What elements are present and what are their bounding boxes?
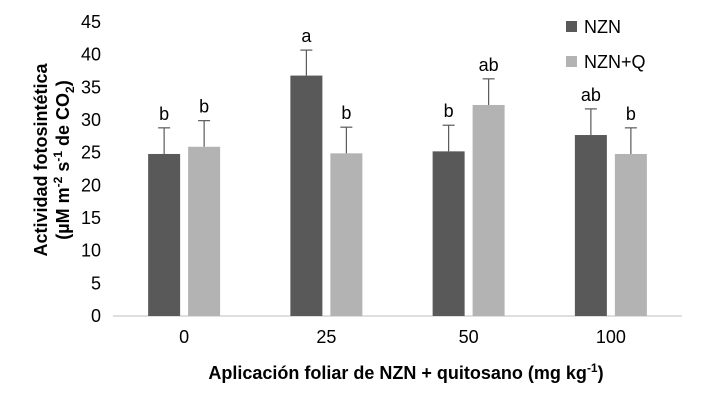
y-tick-label: 40 [81,45,101,65]
bar [290,75,323,316]
y-tick-label: 20 [81,175,101,195]
x-tick-label: 50 [459,327,479,347]
y-axis-title-line1: Actividad fotosintética [31,63,51,257]
significance-label: b [444,101,454,121]
y-axis-title: Actividad fotosintética (µM m-2 s-1 de C… [31,63,77,257]
y-axis-title-line2: (µM m-2 s-1 de CO2) [51,80,77,239]
significance-label: b [159,104,169,124]
x-axis-title: Aplicación foliar de NZN + quitosano (mg… [208,361,603,383]
y-tick-label: 0 [91,306,101,326]
legend-swatch-nzn-q [566,56,577,67]
y-tick-label: 5 [91,273,101,293]
significance-label: b [626,104,636,124]
legend: NZN NZN+Q [566,17,646,72]
y-axis-tick-labels: 0 5 10 15 20 25 30 35 40 45 [81,12,101,326]
y-tick-label: 10 [81,241,101,261]
bar [330,153,363,316]
y-tick-label: 35 [81,77,101,97]
y-tick-label: 15 [81,208,101,228]
legend-label-nzn: NZN [584,17,621,37]
bar [574,135,607,316]
bar [432,151,465,316]
x-tick-label: 0 [179,327,189,347]
x-axis-tick-labels: 0 25 50 100 [179,327,626,347]
y-tick-label: 45 [81,12,101,32]
legend-swatch-nzn [566,21,577,32]
x-tick-label: 100 [596,327,626,347]
legend-label-nzn-q: NZN+Q [584,52,646,72]
bars [148,75,647,317]
bar [188,146,221,316]
x-tick-label: 25 [316,327,336,347]
error-bars [158,49,637,154]
significance-label: b [341,103,351,123]
y-tick-label: 30 [81,110,101,130]
significance-label: ab [479,55,499,75]
significance-label: b [199,97,209,117]
significance-label: ab [581,85,601,105]
bar [472,104,505,317]
significance-label: a [301,26,312,46]
bar [148,153,181,316]
bar [614,153,647,316]
y-tick-label: 25 [81,143,101,163]
